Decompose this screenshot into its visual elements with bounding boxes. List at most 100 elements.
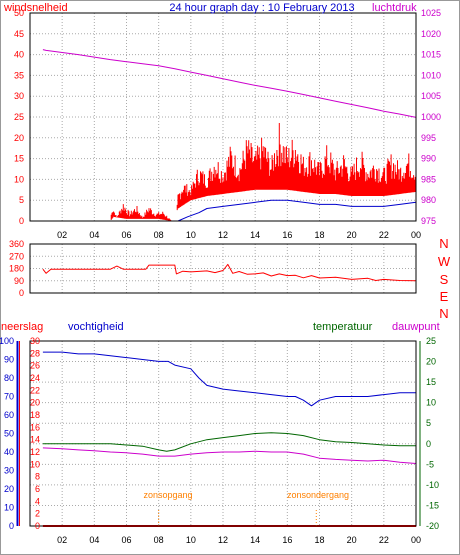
- neerslag-y-tick-label: 6: [35, 484, 40, 494]
- wind-y-tick-label: 15: [14, 154, 24, 164]
- vochtigheid-y-tick-label: 80: [4, 373, 14, 383]
- windsnelheid-label: windsnelheid: [3, 2, 68, 14]
- pressure-y-tick-label: 995: [421, 133, 436, 143]
- panel3-x-tick-label: 16: [282, 535, 292, 545]
- neerslag-label: neerslag: [1, 321, 43, 333]
- wind-y-tick-label: 20: [14, 133, 24, 143]
- neerslag-y-tick-label: 20: [30, 398, 40, 408]
- neerslag-y-tick-label: 14: [30, 435, 40, 445]
- panel1-x-tick-label: 10: [186, 230, 196, 240]
- panel3-x-tick-label: 00: [411, 535, 421, 545]
- pressure-y-tick-label: 975: [421, 216, 436, 226]
- wind-y-tick-label: 35: [14, 70, 24, 80]
- wind-y-tick-label: 10: [14, 174, 24, 184]
- temperatuur-y-tick-label: -20: [426, 521, 439, 531]
- panel3-x-tick-label: 10: [186, 535, 196, 545]
- temperatuur-label: temperatuur: [313, 321, 373, 333]
- wind-y-tick-label: 0: [19, 216, 24, 226]
- wind-average-line: [177, 199, 417, 222]
- panel1-x-tick-label: 00: [411, 230, 421, 240]
- pressure-y-tick-label: 980: [421, 195, 436, 205]
- neerslag-y-tick-label: 8: [35, 472, 40, 482]
- temperatuur-y-tick-label: 0: [426, 439, 431, 449]
- panel3-x-tick-label: 02: [57, 535, 67, 545]
- luchtdruk-label: luchtdruk: [372, 2, 417, 14]
- panel1-x-tick-label: 08: [154, 230, 164, 240]
- panel3-x-tick-label: 08: [154, 535, 164, 545]
- vochtigheid-y-tick-label: 90: [4, 355, 14, 365]
- pressure-y-tick-label: 1025: [421, 8, 441, 18]
- panel3-x-tick-label: 06: [121, 535, 131, 545]
- vochtigheid-label: vochtigheid: [68, 321, 124, 333]
- neerslag-y-tick-label: 24: [30, 373, 40, 383]
- zonsondergang-label: zonsondergang: [287, 490, 349, 500]
- wind-y-tick-label: 30: [14, 91, 24, 101]
- pressure-y-tick-label: 1005: [421, 91, 441, 101]
- neerslag-y-tick-label: 2: [35, 509, 40, 519]
- chart-title: 24 hour graph day : 10 February 2013: [169, 2, 354, 14]
- neerslag-y-tick-label: 0: [35, 521, 40, 531]
- vochtigheid-y-tick-label: 60: [4, 410, 14, 420]
- panel3-x-tick-label: 14: [250, 535, 260, 545]
- compass-label-e: E: [440, 289, 449, 304]
- neerslag-y-tick-label: 16: [30, 422, 40, 432]
- vochtigheid-y-tick-label: 30: [4, 466, 14, 476]
- vochtigheid-y-tick-label: 40: [4, 447, 14, 457]
- pressure-y-tick-label: 1015: [421, 50, 441, 60]
- vochtigheid-y-tick-label: 10: [4, 503, 14, 513]
- vochtigheid-line: [42, 351, 416, 407]
- direction-y-tick-label: 360: [9, 239, 24, 249]
- panel1-x-tick-label: 22: [379, 230, 389, 240]
- temperatuur-y-tick-label: -15: [426, 500, 439, 510]
- dauwpunt-label: dauwpunt: [392, 321, 440, 333]
- compass-label-w: W: [438, 254, 451, 269]
- temperatuur-y-tick-label: -10: [426, 480, 439, 490]
- panel3-x-tick-label: 20: [347, 535, 357, 545]
- vochtigheid-y-tick-label: 70: [4, 392, 14, 402]
- wind-y-tick-label: 45: [14, 29, 24, 39]
- panel1-x-tick-label: 20: [347, 230, 357, 240]
- direction-y-tick-label: 180: [9, 264, 24, 274]
- wind-y-tick-label: 25: [14, 112, 24, 122]
- neerslag-y-tick-label: 4: [35, 496, 40, 506]
- neerslag-y-tick-label: 30: [30, 336, 40, 346]
- direction-y-tick-label: 90: [14, 276, 24, 286]
- temperatuur-y-tick-label: 20: [426, 357, 436, 367]
- dauwpunt-line: [42, 447, 417, 464]
- panel1-frame: [29, 12, 417, 222]
- neerslag-y-tick-label: 28: [30, 348, 40, 358]
- panel3-frame: [29, 340, 417, 527]
- neerslag-y-tick-label: 12: [30, 447, 40, 457]
- wind-direction-line: [42, 263, 417, 282]
- panel3-x-tick-label: 22: [379, 535, 389, 545]
- panel1-x-tick-label: 14: [250, 230, 260, 240]
- pressure-y-tick-label: 985: [421, 174, 436, 184]
- axis-layer: 0510152025303540455097598098599099510001…: [0, 8, 441, 545]
- pressure-line: [42, 49, 417, 118]
- panel2-frame: [29, 243, 417, 294]
- panel1-x-tick-label: 02: [57, 230, 67, 240]
- vochtigheid-y-tick-label: 100: [0, 336, 14, 346]
- panel1-x-tick-label: 18: [314, 230, 324, 240]
- compass-label-n-top: N: [439, 236, 448, 251]
- panel3-x-tick-label: 12: [218, 535, 228, 545]
- temperatuur-y-tick-label: 5: [426, 418, 431, 428]
- vochtigheid-y-tick-label: 20: [4, 484, 14, 494]
- neerslag-y-tick-label: 18: [30, 410, 40, 420]
- temperatuur-y-tick-label: 15: [426, 377, 436, 387]
- pressure-y-tick-label: 1020: [421, 29, 441, 39]
- pressure-y-tick-label: 1010: [421, 70, 441, 80]
- vochtigheid-y-tick-label: 0: [9, 521, 14, 531]
- compass-label-n-bottom: N: [439, 306, 448, 321]
- temperatuur-y-tick-label: -5: [426, 459, 434, 469]
- compass-label-s: S: [440, 272, 449, 287]
- panel3-x-tick-label: 18: [314, 535, 324, 545]
- panel3-x-tick-label: 04: [89, 535, 99, 545]
- temperatuur-line: [42, 432, 416, 452]
- wind-gust-bars: [110, 123, 416, 221]
- pressure-y-tick-label: 990: [421, 154, 436, 164]
- wind-y-tick-label: 5: [19, 195, 24, 205]
- panel1-x-tick-label: 04: [89, 230, 99, 240]
